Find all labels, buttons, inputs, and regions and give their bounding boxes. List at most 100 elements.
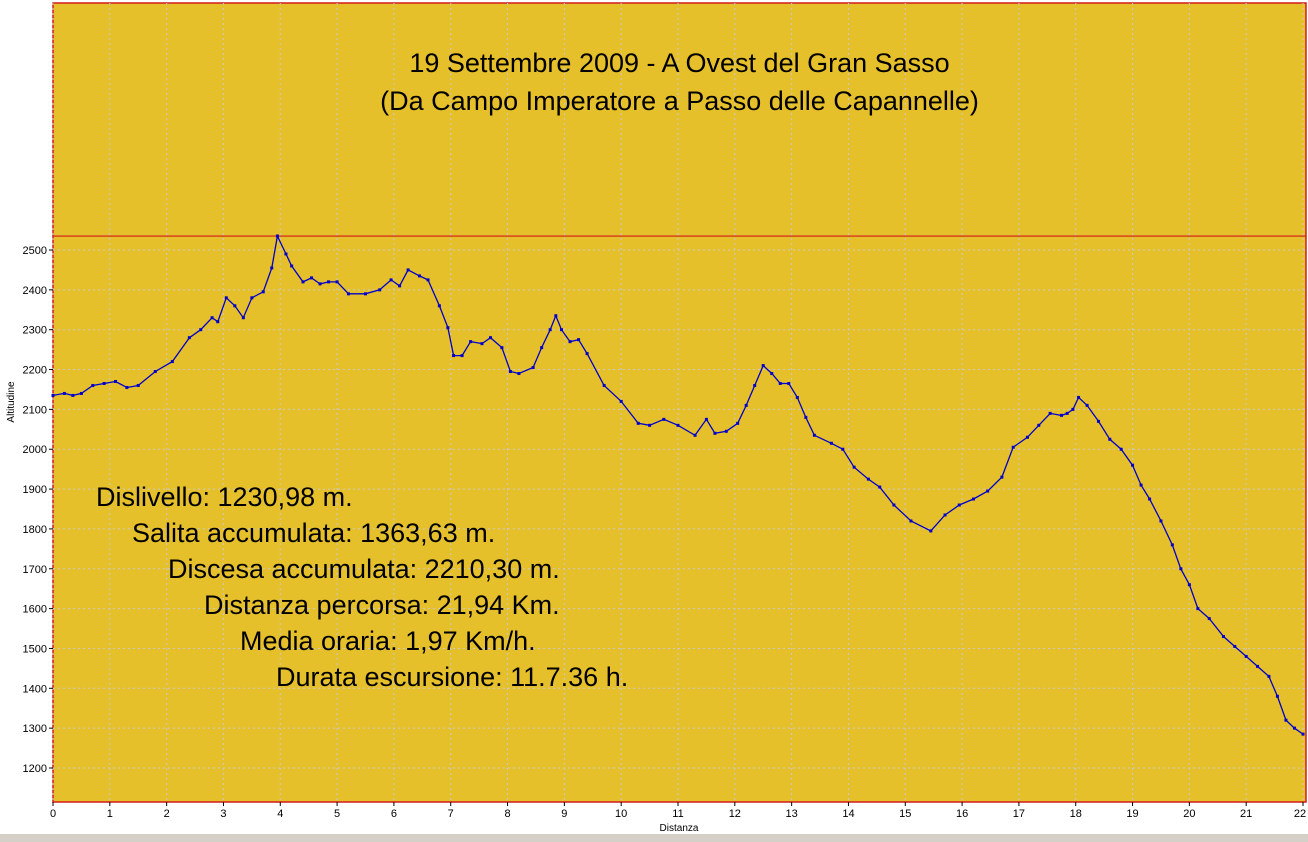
stat-salita: Salita accumulata: 1363,63 m.: [132, 518, 496, 548]
elevation-point: [602, 383, 606, 387]
elevation-point: [1096, 419, 1100, 423]
chart-subtitle: (Da Campo Imperatore a Passo delle Capan…: [380, 86, 979, 116]
elevation-point: [1233, 644, 1237, 648]
elevation-point: [301, 280, 305, 284]
y-axis-label: Altitudine: [6, 381, 17, 423]
elevation-point: [114, 379, 117, 383]
elevation-points: [51, 234, 1305, 736]
x-tick-label: 9: [561, 808, 567, 820]
elevation-point: [909, 519, 913, 523]
x-tick-label: 20: [1183, 808, 1195, 820]
elevation-point: [1148, 497, 1152, 501]
x-axis-ticks: 0 1 2 3 4 5 6 7 8 9 10 11 12 13 14 15 16 17 18 19 20 21 22: [50, 802, 1306, 820]
elevation-point: [170, 360, 174, 364]
x-tick-label: 14: [842, 808, 854, 820]
elevation-point: [1025, 435, 1029, 439]
x-tick-label: 8: [504, 808, 510, 820]
elevation-point: [1000, 475, 1004, 479]
elevation-point: [1065, 411, 1069, 415]
elevation-point: [284, 252, 288, 256]
x-tick-label: 16: [956, 808, 968, 820]
elevation-profile-line: [52, 233, 1304, 735]
elevation-point: [1077, 395, 1081, 399]
elevation-point: [136, 383, 140, 387]
x-tick-label: 7: [448, 808, 454, 820]
elevation-point: [866, 477, 870, 481]
stat-discesa: Discesa accumulata: 2210,30 m.: [168, 554, 560, 584]
elevation-point: [489, 336, 492, 340]
elevation-point: [508, 370, 512, 374]
x-tick-label: 1: [107, 808, 113, 820]
elevation-point: [761, 364, 765, 368]
elevation-point: [79, 391, 83, 395]
elevation-point: [318, 282, 322, 286]
elevation-point: [753, 383, 757, 387]
elevation-point: [1179, 567, 1183, 571]
elevation-point: [1108, 437, 1112, 441]
elevation-point: [1037, 423, 1041, 427]
elevation-point: [852, 465, 856, 469]
elevation-point: [437, 304, 441, 308]
x-tick-label: 22: [1294, 808, 1306, 820]
elevation-point: [51, 393, 55, 397]
elevation-point: [829, 441, 833, 445]
y-tick-label: 1200: [23, 763, 47, 775]
elevation-point: [1244, 654, 1248, 658]
elevation-point: [275, 234, 279, 238]
elevation-point: [71, 393, 75, 397]
elevation-point: [199, 328, 203, 332]
elevation-point: [957, 503, 961, 507]
y-tick-label: 1800: [23, 524, 47, 536]
y-tick-label: 2000: [23, 444, 47, 456]
stat-media: Media oraria: 1,97 Km/h.: [240, 626, 536, 656]
elevation-point: [724, 429, 728, 433]
elevation-point: [704, 417, 708, 421]
elevation-point: [548, 328, 552, 332]
elevation-point: [398, 284, 402, 288]
elevation-point: [327, 280, 331, 284]
elevation-point: [1071, 407, 1075, 411]
x-tick-label: 18: [1070, 808, 1082, 820]
elevation-point: [500, 346, 504, 350]
y-tick-label: 2300: [23, 325, 47, 337]
elevation-point: [452, 354, 456, 358]
x-tick-label: 6: [391, 808, 397, 820]
x-tick-label: 15: [899, 808, 911, 820]
elevation-point: [241, 316, 245, 320]
elevation-point: [568, 340, 572, 344]
elevation-point: [125, 385, 129, 389]
elevation-point: [210, 316, 214, 320]
elevation-point: [1292, 726, 1296, 730]
elevation-point: [971, 497, 975, 501]
elevation-point: [1256, 664, 1260, 668]
y-tick-label: 2400: [23, 285, 47, 297]
window-bottom-edge: [0, 834, 1308, 842]
elevation-point: [892, 503, 896, 507]
elevation-point: [153, 370, 157, 374]
elevation-point: [426, 278, 430, 282]
x-tick-label: 0: [50, 808, 56, 820]
elevation-point: [460, 354, 464, 358]
elevation-point: [1207, 617, 1211, 621]
elevation-point: [290, 264, 294, 268]
elevation-point: [662, 417, 666, 421]
x-tick-label: 17: [1013, 808, 1025, 820]
elevation-point: [261, 290, 265, 294]
elevation-point: [795, 395, 799, 399]
elevation-point: [744, 403, 748, 407]
elevation-point: [1048, 411, 1052, 415]
elevation-point: [1131, 463, 1135, 467]
elevation-point: [250, 296, 254, 300]
y-tick-label: 1500: [23, 643, 47, 655]
plot-background: [52, 2, 1307, 803]
elevation-point: [310, 276, 314, 280]
elevation-point: [270, 266, 274, 270]
elevation-point: [554, 314, 558, 318]
elevation-point: [389, 278, 393, 282]
x-tick-label: 11: [672, 808, 683, 820]
elevation-point: [224, 296, 228, 300]
y-tick-label: 1600: [23, 604, 47, 616]
chart-title: 19 Settembre 2009 - A Ovest del Gran Sas…: [409, 48, 950, 78]
elevation-point: [1267, 674, 1271, 678]
